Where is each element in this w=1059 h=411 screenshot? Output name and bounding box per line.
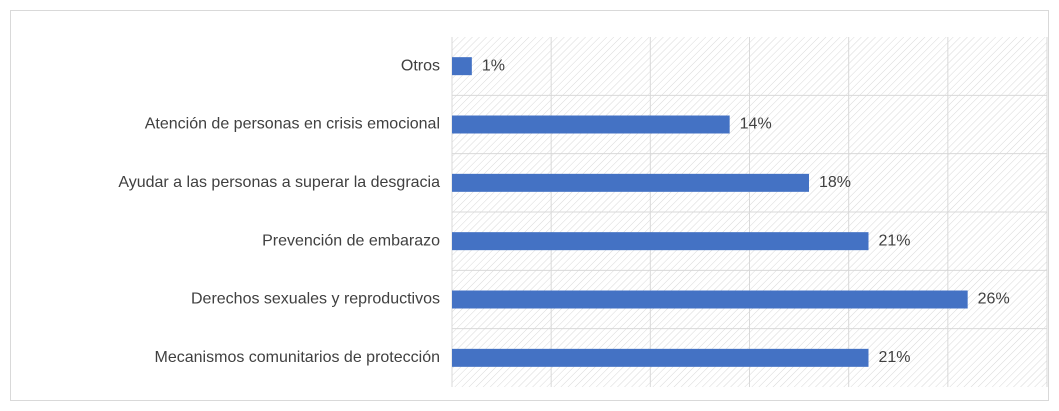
value-label: 1% [482, 57, 505, 74]
y-tick-label: Derechos sexuales y reproductivos [191, 291, 440, 308]
bar [452, 348, 869, 367]
bar [452, 57, 472, 76]
value-label: 26% [978, 291, 1010, 308]
bar [452, 290, 968, 309]
value-label: 21% [879, 349, 911, 366]
value-label: 21% [879, 232, 911, 249]
y-tick-label: Ayudar a las personas a superar la desgr… [118, 174, 440, 191]
bar [452, 232, 869, 251]
value-label: 18% [819, 174, 851, 191]
y-tick-label: Prevención de embarazo [262, 232, 440, 249]
y-tick-label: Atención de personas en crisis emocional [145, 116, 440, 133]
bar [452, 115, 730, 134]
y-tick-label: Otros [401, 57, 440, 74]
value-label: 14% [740, 116, 772, 133]
bar [452, 173, 809, 192]
y-tick-label: Mecanismos comunitarios de protección [155, 349, 440, 366]
